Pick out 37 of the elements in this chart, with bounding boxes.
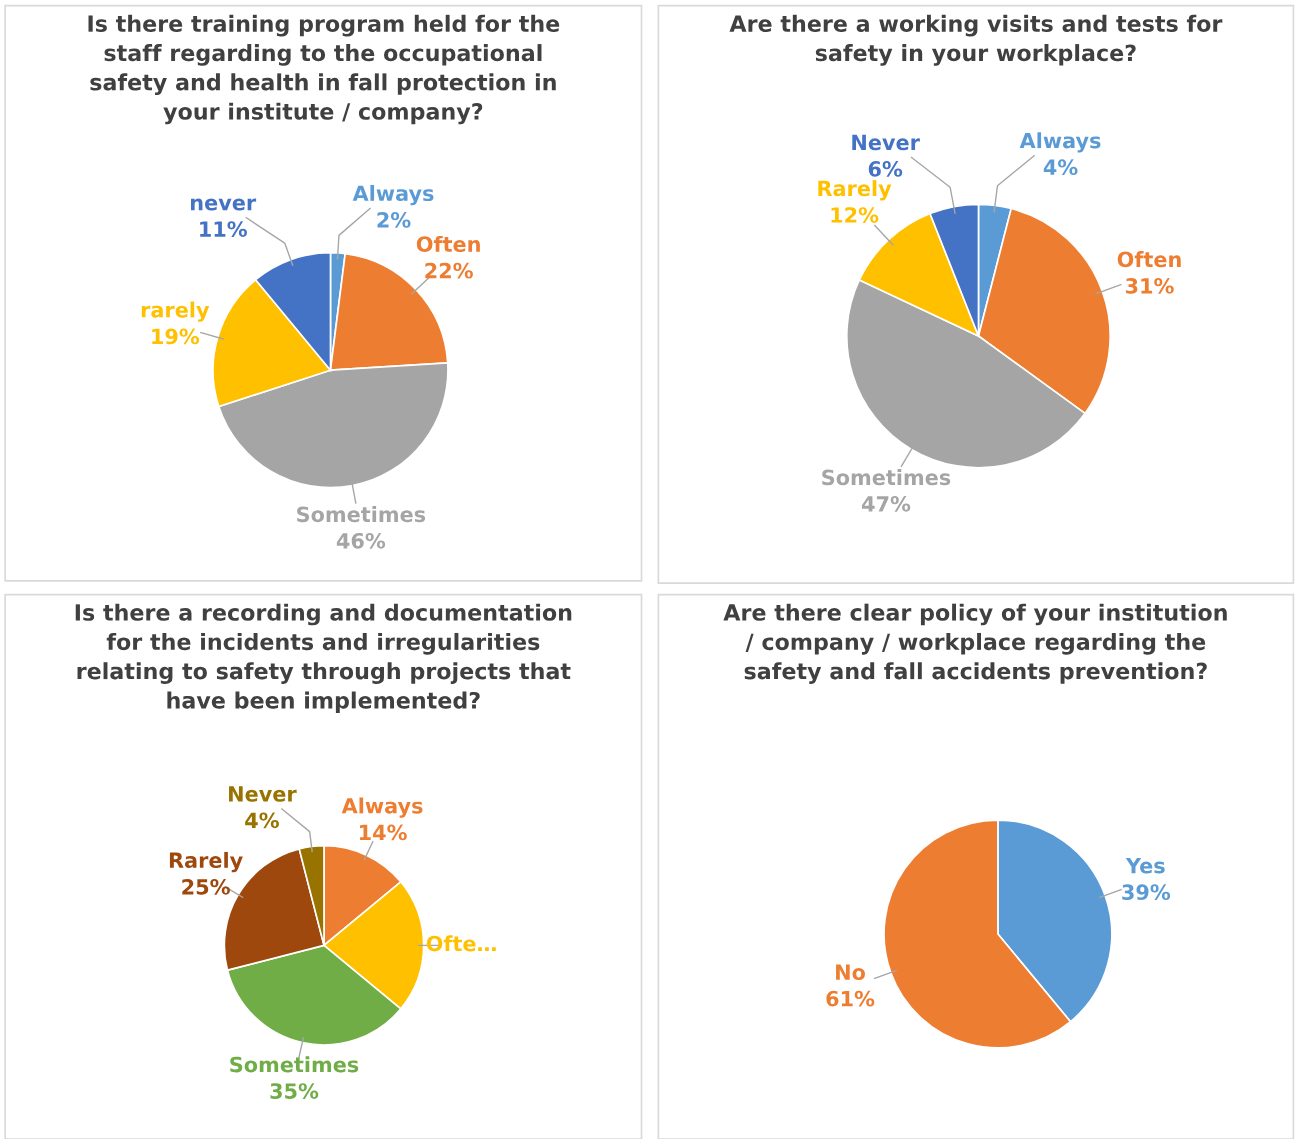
slice-label: Sometimes [297,506,426,523]
data-label: 19% [152,328,200,345]
slice-label: Never [852,134,920,151]
slice-label: rarely [141,301,210,322]
data-label: 4% [245,812,279,829]
slice-label: No [836,964,866,981]
chart-title: Are there clear policy of your institution / company / workplace regarding the safety and fall accidents prevention? [723,603,1227,684]
data-label: 46% [336,532,386,549]
slice-label: Sometimes [230,1056,359,1073]
data-label: 11% [200,221,247,237]
slice-label: Rarely [169,851,243,873]
data-label: 39% [1122,884,1171,901]
data-label: 31% [1125,277,1174,294]
slice-label: Always [341,797,423,818]
data-label: 35% [270,1083,319,1099]
chart-title: Is there a recording and documentation for the incidents and irregularities relating to safety through projects that have been implemented? [75,603,572,714]
data-label: 22% [425,262,473,279]
slice-label: Ofte… [426,935,496,952]
data-label: 61% [826,990,875,1007]
slice-label: Sometimes [822,469,951,486]
slice-label: Yes [1125,858,1165,874]
data-label: 14% [359,824,407,841]
slice-label: Always [352,184,434,206]
slice-label: Never [229,786,297,802]
slice-label: Often [1117,251,1181,268]
data-label: 25% [182,878,230,895]
chart-title: Are there a working visits and tests for safety in your workplace? [729,14,1223,66]
data-label: 6% [868,161,903,177]
data-label: 47% [861,495,911,512]
data-label: 12% [831,207,879,223]
slice-label: never [190,198,257,211]
slice-label: Always [1019,132,1101,153]
slice-label: Often [416,235,480,253]
chart-title: Is there training program held for the staff regarding to the occupational safety and health in fall protection in your institute / company? [88,14,560,125]
data-label: 4% [1043,159,1078,176]
slice-label: Rarely [818,180,892,201]
data-label: 2% [377,212,411,228]
